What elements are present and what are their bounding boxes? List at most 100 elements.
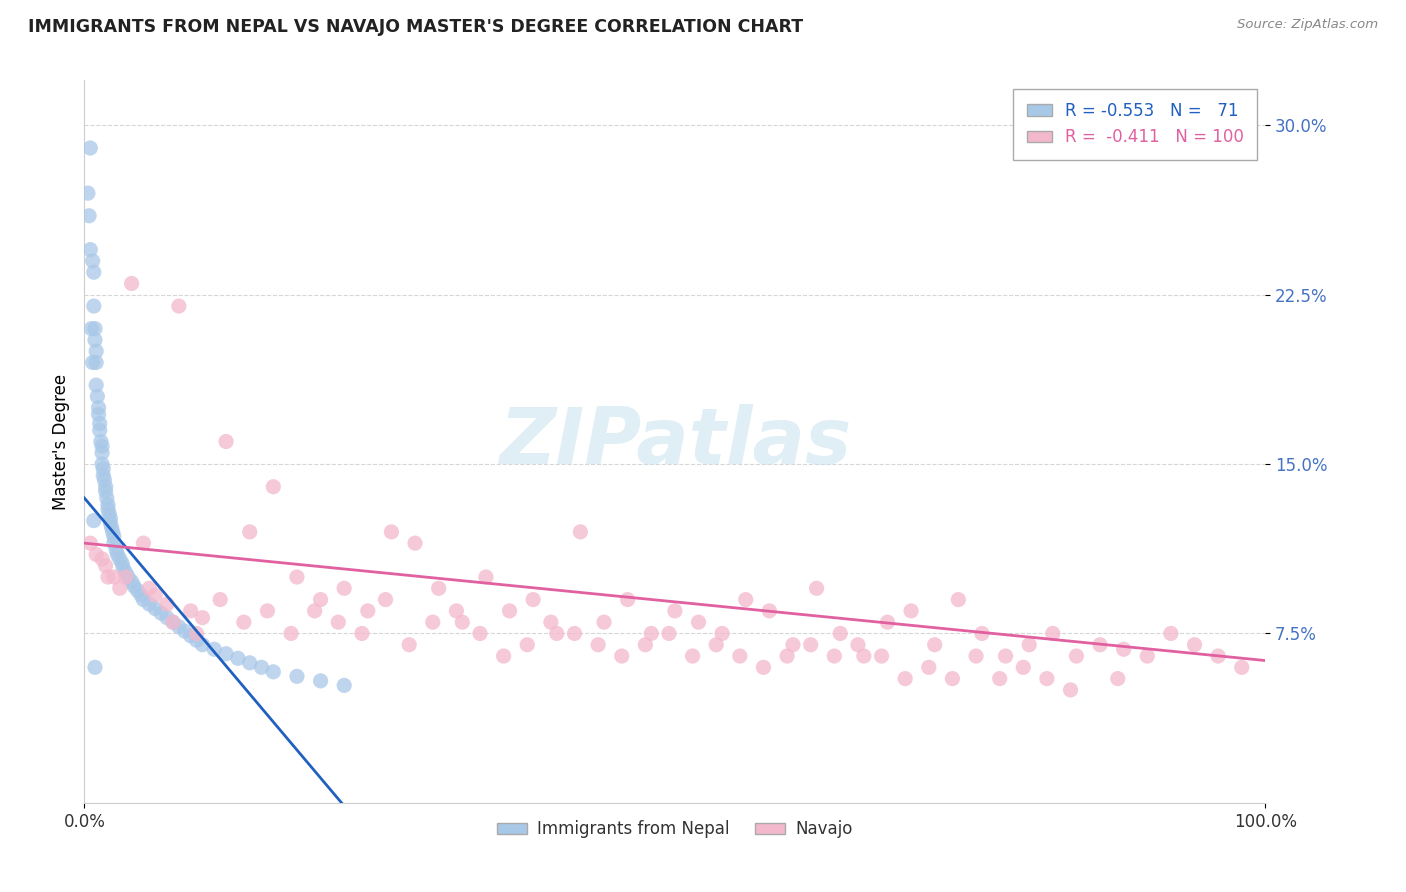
Point bbox=[77, 209, 100, 223]
Point bbox=[215, 647, 238, 661]
Point bbox=[162, 615, 184, 630]
Point bbox=[77, 186, 100, 201]
Point bbox=[232, 615, 254, 630]
Point bbox=[180, 629, 202, 643]
Point bbox=[96, 491, 118, 505]
Point bbox=[83, 265, 105, 279]
Text: Source: ZipAtlas.com: Source: ZipAtlas.com bbox=[1237, 18, 1378, 31]
Point bbox=[209, 592, 232, 607]
Point bbox=[250, 660, 273, 674]
Point bbox=[658, 626, 681, 640]
Point bbox=[239, 524, 262, 539]
Point bbox=[83, 514, 105, 528]
Point bbox=[162, 615, 184, 630]
Point bbox=[97, 498, 120, 512]
Point bbox=[112, 561, 135, 575]
Point bbox=[498, 604, 520, 618]
Point bbox=[98, 511, 121, 525]
Point bbox=[84, 548, 107, 562]
Point bbox=[156, 597, 179, 611]
Point bbox=[150, 606, 173, 620]
Point bbox=[823, 648, 845, 663]
Point bbox=[84, 378, 107, 392]
Point bbox=[1206, 648, 1229, 663]
Y-axis label: Master's Degree: Master's Degree bbox=[52, 374, 70, 509]
Point bbox=[94, 480, 117, 494]
Point bbox=[704, 638, 727, 652]
Point bbox=[285, 669, 308, 683]
Point bbox=[475, 570, 498, 584]
Point bbox=[101, 524, 124, 539]
Point bbox=[186, 633, 208, 648]
Point bbox=[79, 536, 101, 550]
Point bbox=[84, 355, 107, 369]
Point bbox=[758, 604, 780, 618]
Point bbox=[180, 604, 202, 618]
Point bbox=[87, 401, 110, 415]
Point bbox=[846, 638, 869, 652]
Point bbox=[1184, 638, 1206, 652]
Point bbox=[664, 604, 686, 618]
Point bbox=[226, 651, 249, 665]
Point bbox=[97, 570, 120, 584]
Point bbox=[918, 660, 941, 674]
Point bbox=[143, 588, 166, 602]
Point bbox=[830, 626, 852, 640]
Point bbox=[870, 648, 893, 663]
Point bbox=[186, 626, 208, 640]
Point bbox=[93, 473, 115, 487]
Point bbox=[108, 552, 131, 566]
Point bbox=[380, 524, 402, 539]
Point bbox=[924, 638, 946, 652]
Point bbox=[800, 638, 823, 652]
Point bbox=[1012, 660, 1035, 674]
Point bbox=[91, 457, 114, 471]
Point bbox=[328, 615, 350, 630]
Point bbox=[114, 566, 136, 580]
Point bbox=[446, 604, 468, 618]
Point bbox=[1018, 638, 1040, 652]
Point bbox=[516, 638, 538, 652]
Point bbox=[451, 615, 474, 630]
Point bbox=[82, 355, 104, 369]
Point bbox=[105, 542, 128, 557]
Point bbox=[84, 660, 107, 674]
Point bbox=[776, 648, 799, 663]
Point bbox=[522, 592, 544, 607]
Point bbox=[468, 626, 491, 640]
Point bbox=[1136, 648, 1159, 663]
Point bbox=[84, 321, 107, 335]
Point bbox=[215, 434, 238, 449]
Point bbox=[98, 507, 121, 521]
Point bbox=[304, 604, 326, 618]
Point bbox=[970, 626, 993, 640]
Point bbox=[103, 529, 125, 543]
Point bbox=[167, 620, 190, 634]
Point bbox=[191, 638, 214, 652]
Point bbox=[1042, 626, 1064, 640]
Point bbox=[994, 648, 1017, 663]
Point bbox=[948, 592, 970, 607]
Point bbox=[132, 536, 155, 550]
Point bbox=[610, 648, 633, 663]
Point bbox=[806, 582, 828, 596]
Point bbox=[1160, 626, 1182, 640]
Point bbox=[202, 642, 225, 657]
Point bbox=[80, 321, 103, 335]
Point bbox=[156, 610, 179, 624]
Point bbox=[357, 604, 380, 618]
Point bbox=[256, 604, 278, 618]
Point bbox=[191, 610, 214, 624]
Point bbox=[173, 624, 195, 639]
Point bbox=[129, 588, 152, 602]
Point bbox=[900, 604, 922, 618]
Point bbox=[89, 423, 111, 437]
Point bbox=[87, 408, 110, 422]
Point bbox=[262, 480, 284, 494]
Point bbox=[688, 615, 710, 630]
Point bbox=[91, 552, 114, 566]
Point bbox=[117, 570, 139, 584]
Point bbox=[91, 439, 114, 453]
Point bbox=[84, 344, 107, 359]
Point bbox=[734, 592, 756, 607]
